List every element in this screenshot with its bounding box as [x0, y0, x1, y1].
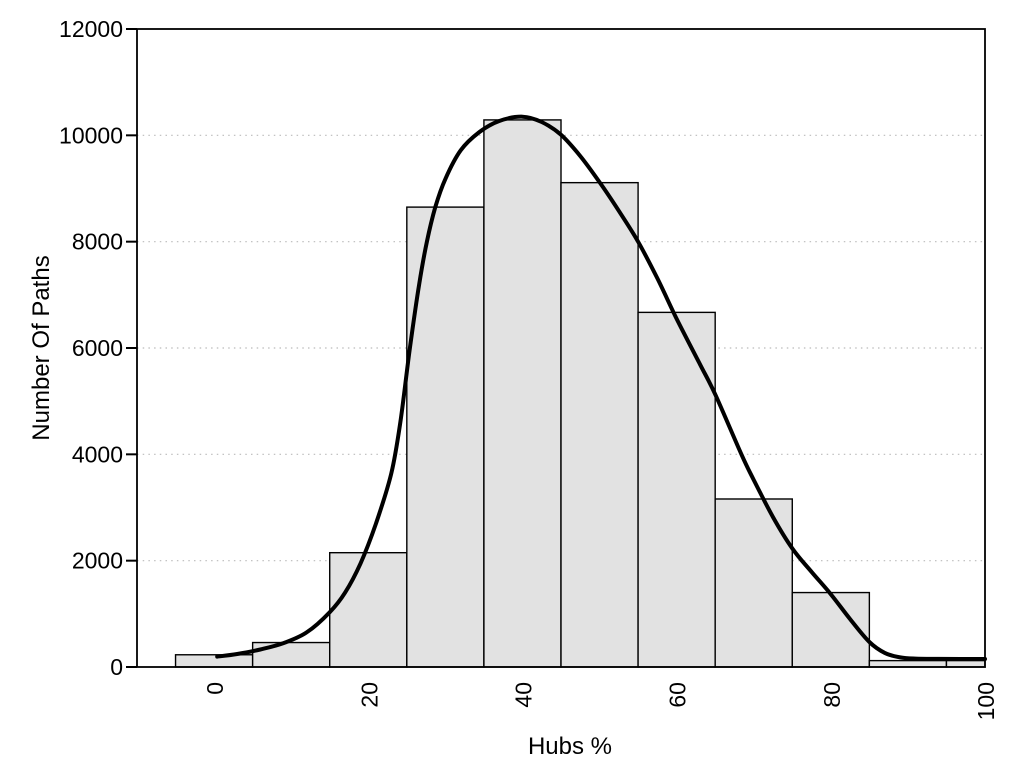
histogram-bar [560, 181, 639, 668]
x-tick-label: 20 [356, 682, 382, 708]
histogram-bar [406, 206, 485, 668]
histogram-bar [329, 551, 408, 668]
x-tick-label: 0 [202, 682, 228, 695]
y-tick-label: 2000 [72, 548, 123, 574]
bars-layer [174, 119, 986, 668]
histogram-bar [483, 119, 562, 668]
y-tick-label: 10000 [59, 122, 123, 148]
y-tick-label: 12000 [59, 16, 123, 42]
histogram-bar [174, 654, 254, 668]
y-tick-label: 6000 [72, 335, 123, 361]
x-tick-label: 60 [665, 682, 691, 708]
x-tick-label: 80 [819, 682, 845, 708]
histogram-bar [251, 641, 331, 668]
y-tick-label: 4000 [72, 441, 123, 467]
y-tick-label: 8000 [72, 229, 123, 255]
axes-layer: 0 2000 4000 6000 8000 10000 12000 0 20 40 60 80 100 N… [28, 16, 999, 760]
y-tick-label: 0 [110, 654, 123, 680]
x-tick-label: 100 [973, 682, 999, 720]
x-axis-title: Hubs % [528, 733, 612, 760]
density-curve [215, 114, 987, 661]
x-tick-label: 40 [510, 682, 536, 708]
histogram-bar [714, 498, 793, 668]
curve-layer [215, 114, 987, 661]
histogram-bar [868, 659, 948, 668]
histogram-bar [945, 659, 986, 668]
histogram-bar [637, 311, 716, 668]
y-axis-title: Number Of Paths [28, 255, 55, 440]
